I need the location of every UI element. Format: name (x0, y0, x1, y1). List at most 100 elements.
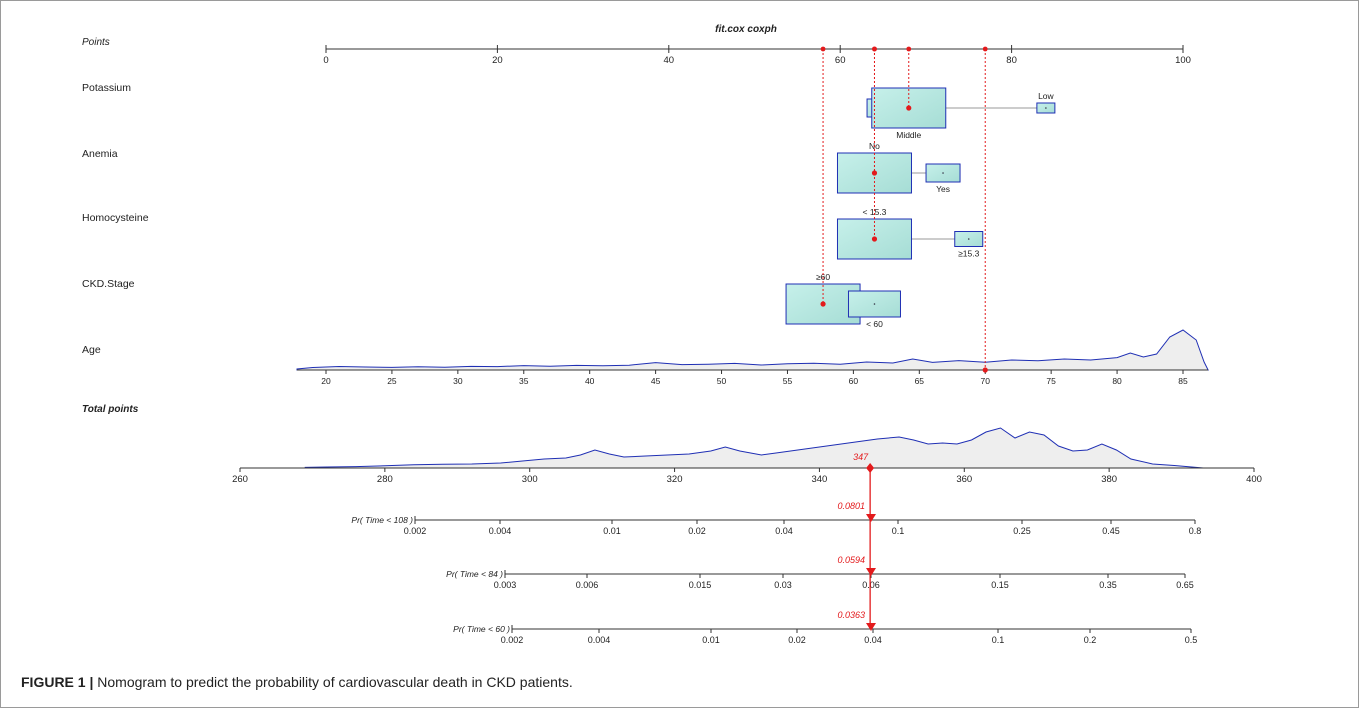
probability-tick-label: 0.65 (1176, 580, 1194, 590)
probability-tick-label: 0.45 (1102, 526, 1120, 536)
age-tick-label: 75 (1046, 376, 1056, 386)
density-layer (296, 329, 1209, 469)
points-axis-marker (906, 46, 912, 52)
total-points-tick-label: 380 (1101, 474, 1117, 485)
age-tick-label: 50 (717, 376, 727, 386)
axes-layer: 0 20 40 60 80 100 20 25 30 35 40 45 50 55 60 65 70 75 80 85… (232, 45, 1262, 645)
total-points-tick-label: 260 (232, 474, 248, 485)
level-center-dot (873, 303, 876, 305)
points-axis-marker (872, 46, 877, 52)
probability-axis-label: Pr( Time < 84 ) (446, 569, 503, 579)
points-axis-marker (982, 46, 988, 52)
probability-tick-label: 0.04 (775, 526, 793, 536)
ckd-stage-label: CKD.Stage (82, 278, 135, 290)
points-tick-label: 100 (1175, 55, 1191, 66)
age-label: Age (82, 344, 101, 356)
caption-label: FIGURE 1 | (21, 674, 94, 690)
probability-tick-label: 0.015 (689, 580, 712, 590)
probability-tick-label: 0.35 (1099, 580, 1117, 590)
probability-tick-label: 0.1 (892, 526, 905, 536)
age-tick-label: 25 (387, 376, 397, 386)
probability-tick-label: 0.8 (1189, 526, 1202, 536)
age-tick-label: 70 (980, 376, 990, 386)
probability-tick-label: 0.002 (501, 635, 524, 645)
level-center-dot (967, 238, 970, 240)
probability-tick-label: 0.1 (992, 635, 1005, 645)
probability-axis-label: Pr( Time < 60 ) (453, 624, 510, 634)
level-label: < 60 (866, 319, 883, 329)
probability-axis-label: Pr( Time < 108 ) (351, 515, 413, 525)
predicted-probability-label: 0.0363 (837, 610, 865, 620)
probability-tick-label: 0.01 (702, 635, 720, 645)
age-tick-label: 55 (783, 376, 793, 386)
probability-tick-label: 0.5 (1185, 635, 1198, 645)
prediction-marker (866, 514, 876, 522)
total-points-density (304, 427, 1204, 469)
markers-layer: 0.0801 0.0594 0.0363 347 (820, 46, 988, 631)
total-points-value-label: 347 (853, 452, 869, 462)
probability-tick-label: 0.002 (404, 526, 427, 536)
probability-tick-label: 0.004 (489, 526, 512, 536)
points-tick-label: 80 (1006, 55, 1017, 66)
points-tick-label: 60 (835, 55, 846, 66)
level-label: Low (1038, 91, 1054, 101)
age-tick-label: 45 (651, 376, 661, 386)
probability-tick-label: 0.003 (494, 580, 517, 590)
probability-tick-label: 0.01 (603, 526, 621, 536)
figure-caption: FIGURE 1 | Nomogram to predict the proba… (21, 674, 573, 690)
age-tick-label: 20 (321, 376, 331, 386)
prediction-marker (866, 568, 876, 576)
total-points-label: Total points (82, 404, 139, 415)
probability-tick-label: 0.004 (588, 635, 611, 645)
age-tick-label: 85 (1178, 376, 1188, 386)
age-selected-marker (982, 367, 988, 373)
chart-title: fit.cox coxph (715, 24, 777, 35)
probability-tick-label: 0.02 (788, 635, 806, 645)
age-density (296, 329, 1209, 371)
probability-tick-label: 0.25 (1013, 526, 1031, 536)
points-tick-label: 40 (664, 55, 675, 66)
total-points-tick-label: 320 (667, 474, 683, 485)
age-tick-label: 35 (519, 376, 529, 386)
prediction-marker (866, 623, 876, 631)
total-points-marker (866, 463, 875, 473)
predicted-probability-label: 0.0801 (837, 501, 865, 511)
anemia-label: Anemia (82, 148, 118, 160)
total-points-tick-label: 300 (522, 474, 538, 485)
potassium-label: Potassium (82, 82, 131, 94)
probability-tick-label: 0.006 (576, 580, 599, 590)
caption-text: Nomogram to predict the probability of c… (97, 674, 573, 690)
level-center-dot (942, 172, 944, 174)
selected-level-marker (820, 301, 826, 307)
probability-tick-label: 0.15 (991, 580, 1009, 590)
selected-level-marker (871, 236, 878, 242)
total-points-tick-label: 360 (956, 474, 972, 485)
boxes-layer: HighMiddleLowNoYes< 15.3≥15.3≥60< 60 (785, 87, 1056, 329)
points-tick-label: 0 (323, 55, 328, 66)
age-tick-label: 30 (453, 376, 463, 386)
predicted-probability-label: 0.0594 (837, 555, 865, 565)
probability-tick-label: 0.03 (774, 580, 792, 590)
age-tick-label: 65 (915, 376, 925, 386)
selected-level-marker (906, 105, 912, 111)
points-axis-label: Points (82, 37, 110, 48)
points-tick-label: 20 (492, 55, 503, 66)
probability-tick-label: 0.04 (864, 635, 882, 645)
homocysteine-label: Homocysteine (82, 212, 149, 224)
total-points-tick-label: 400 (1246, 474, 1262, 485)
points-axis-marker (820, 46, 826, 52)
level-label: < 15.3 (863, 207, 887, 217)
age-tick-label: 40 (585, 376, 595, 386)
probability-tick-label: 0.06 (862, 580, 880, 590)
age-tick-label: 60 (849, 376, 859, 386)
level-center-dot (1045, 107, 1047, 109)
probability-tick-label: 0.02 (688, 526, 706, 536)
level-label: Yes (936, 184, 950, 194)
total-points-tick-label: 280 (377, 474, 393, 485)
nomogram-chart: fit.cox coxph Points Potassium Anemia Ho… (82, 24, 1262, 645)
total-points-tick-label: 340 (811, 474, 827, 485)
age-tick-label: 80 (1112, 376, 1122, 386)
level-label: ≥15.3 (958, 249, 979, 259)
probability-tick-label: 0.2 (1084, 635, 1097, 645)
level-label: Middle (896, 130, 921, 140)
